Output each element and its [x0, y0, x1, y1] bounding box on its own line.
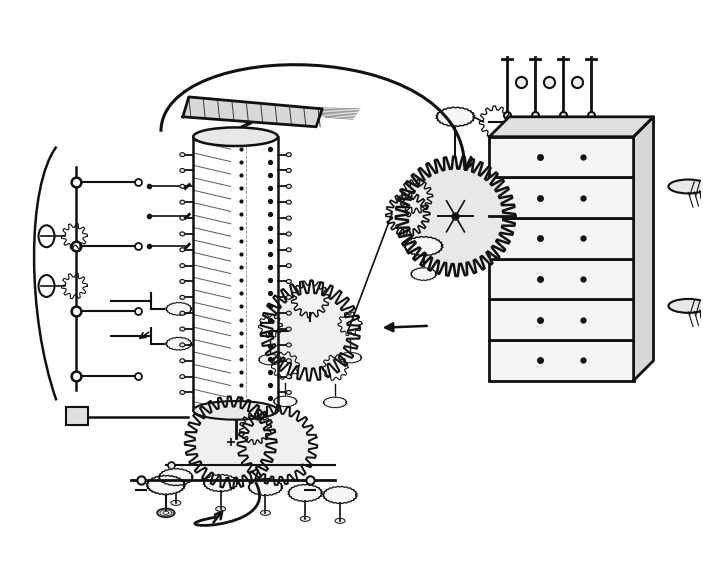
Ellipse shape — [180, 248, 185, 252]
Ellipse shape — [180, 169, 185, 173]
Polygon shape — [323, 486, 357, 504]
Ellipse shape — [180, 327, 185, 331]
Ellipse shape — [286, 375, 291, 379]
Ellipse shape — [260, 511, 271, 516]
Ellipse shape — [669, 299, 703, 313]
Polygon shape — [288, 484, 323, 501]
Bar — [489, 259, 633, 299]
Bar — [489, 177, 633, 218]
Ellipse shape — [180, 311, 185, 315]
Ellipse shape — [180, 359, 185, 363]
FancyArrowPatch shape — [385, 323, 427, 331]
Circle shape — [437, 199, 473, 234]
Polygon shape — [248, 478, 283, 496]
Ellipse shape — [286, 327, 291, 331]
Circle shape — [271, 439, 283, 451]
Ellipse shape — [171, 500, 181, 505]
Polygon shape — [185, 396, 276, 488]
Polygon shape — [489, 117, 654, 137]
Ellipse shape — [180, 343, 185, 347]
Ellipse shape — [286, 311, 291, 315]
Polygon shape — [396, 157, 515, 276]
Bar — [489, 218, 633, 259]
Ellipse shape — [180, 264, 185, 268]
Ellipse shape — [193, 127, 278, 146]
Ellipse shape — [286, 169, 291, 173]
Circle shape — [300, 321, 320, 341]
Polygon shape — [386, 192, 430, 236]
Polygon shape — [203, 474, 238, 492]
Ellipse shape — [180, 295, 185, 299]
Ellipse shape — [286, 248, 291, 252]
Ellipse shape — [180, 391, 185, 395]
Ellipse shape — [286, 264, 291, 268]
Polygon shape — [338, 352, 362, 363]
Ellipse shape — [286, 280, 291, 284]
Bar — [489, 340, 633, 380]
Polygon shape — [159, 469, 193, 486]
Ellipse shape — [286, 391, 291, 395]
Ellipse shape — [669, 179, 703, 194]
Ellipse shape — [286, 216, 291, 220]
Polygon shape — [183, 97, 322, 127]
Ellipse shape — [180, 153, 185, 157]
Polygon shape — [291, 280, 329, 318]
Polygon shape — [259, 354, 282, 365]
Ellipse shape — [180, 200, 185, 204]
Polygon shape — [436, 107, 475, 126]
Ellipse shape — [286, 232, 291, 236]
Ellipse shape — [286, 295, 291, 299]
Polygon shape — [404, 237, 443, 256]
Ellipse shape — [180, 280, 185, 284]
Polygon shape — [323, 397, 347, 408]
Polygon shape — [146, 475, 186, 495]
Bar — [489, 299, 633, 340]
Polygon shape — [399, 179, 432, 213]
Circle shape — [223, 434, 238, 450]
Ellipse shape — [180, 185, 185, 188]
Polygon shape — [238, 405, 317, 485]
Ellipse shape — [193, 401, 278, 419]
Ellipse shape — [286, 153, 291, 157]
Bar — [489, 137, 633, 177]
Polygon shape — [261, 281, 360, 380]
Polygon shape — [411, 268, 437, 281]
Polygon shape — [273, 396, 297, 407]
Polygon shape — [166, 337, 192, 350]
Ellipse shape — [286, 200, 291, 204]
Ellipse shape — [180, 232, 185, 236]
Ellipse shape — [286, 343, 291, 347]
Ellipse shape — [157, 508, 175, 517]
Bar — [66, 408, 89, 425]
Ellipse shape — [180, 375, 185, 379]
Ellipse shape — [286, 359, 291, 363]
Ellipse shape — [216, 507, 226, 511]
Polygon shape — [166, 302, 192, 315]
Ellipse shape — [335, 518, 345, 524]
Ellipse shape — [286, 185, 291, 188]
Polygon shape — [633, 117, 654, 380]
Ellipse shape — [180, 216, 185, 220]
Ellipse shape — [300, 516, 310, 521]
